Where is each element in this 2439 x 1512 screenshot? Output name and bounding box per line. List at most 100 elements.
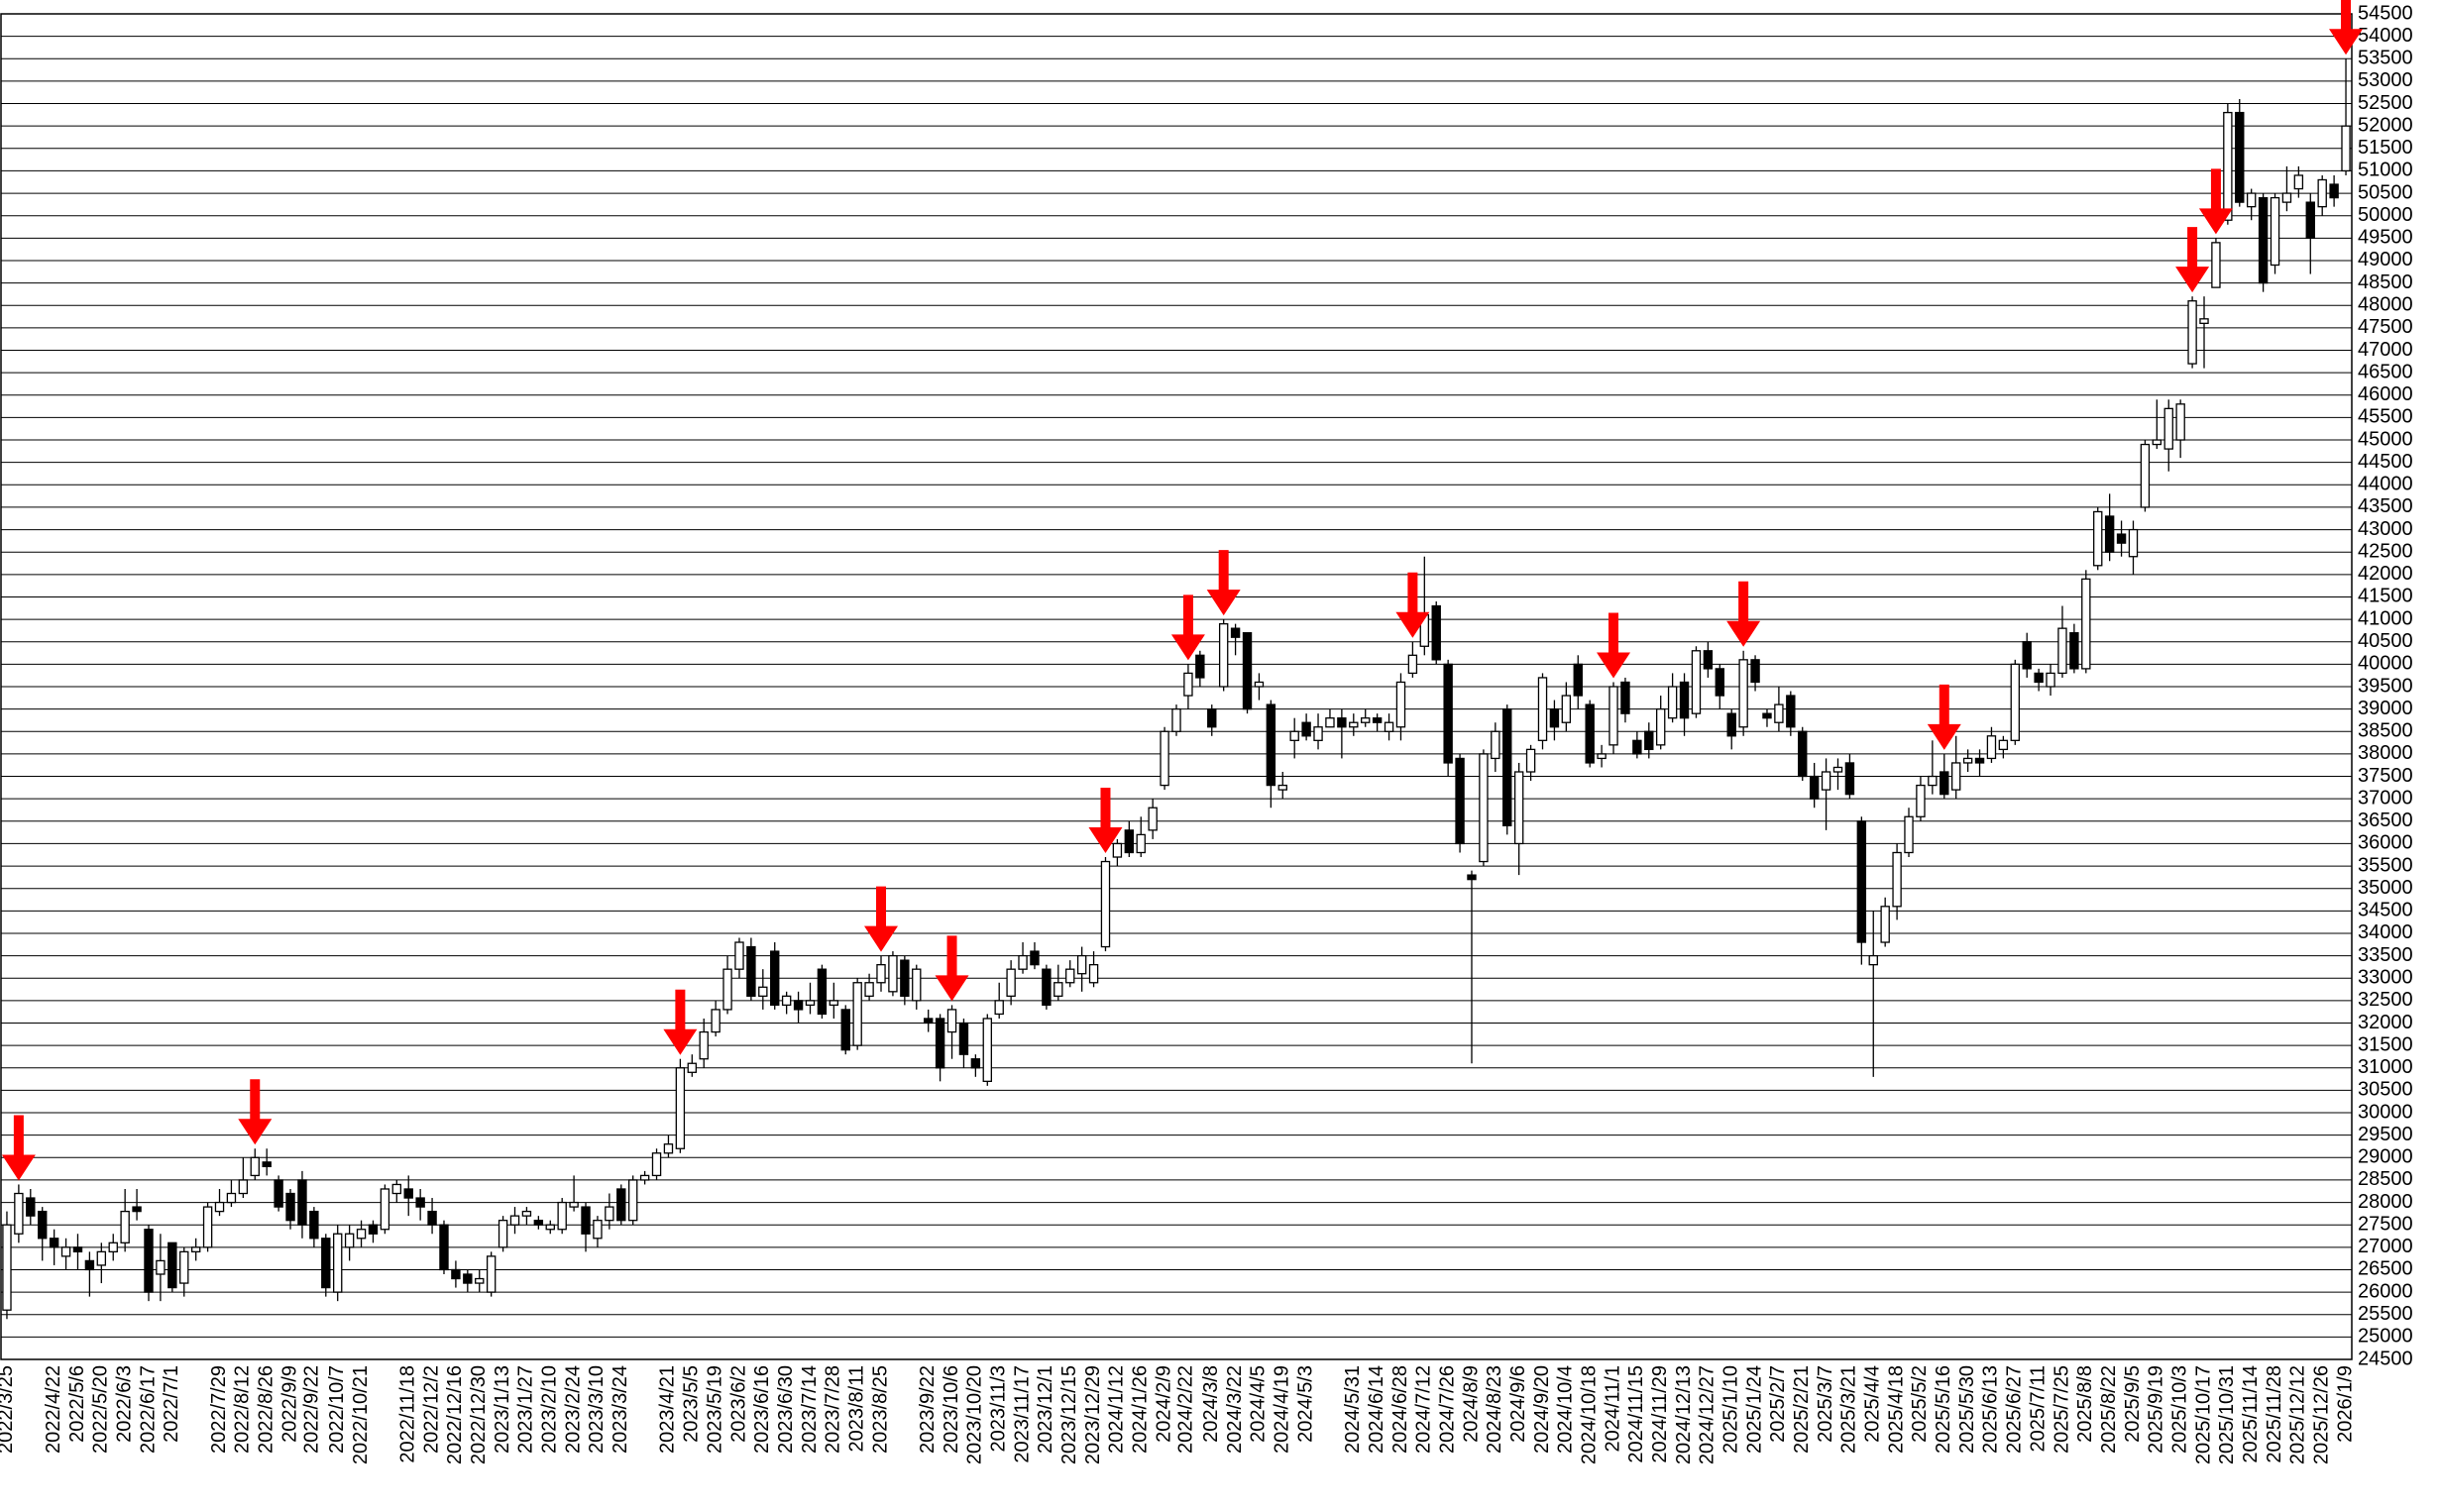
candle-body — [380, 1188, 390, 1231]
candle-body — [675, 1067, 686, 1149]
candle-body — [344, 1233, 355, 1248]
x-tick-label: 2022/4/22 — [43, 1365, 64, 1454]
x-tick-label: 2025/12/12 — [2287, 1365, 2309, 1464]
candle-body — [1786, 695, 1796, 728]
x-tick-label: 2025/2/7 — [1767, 1365, 1789, 1443]
candle-body — [1774, 703, 1784, 723]
candle-body — [1254, 681, 1265, 688]
candle-body — [1904, 815, 1914, 854]
signal-arrow — [1927, 684, 1961, 750]
y-tick-label: 39500 — [2358, 675, 2413, 697]
candle-body — [1148, 807, 1158, 831]
x-tick-label: 2023/5/19 — [704, 1365, 725, 1454]
candle-body — [274, 1179, 283, 1208]
candle-body — [49, 1238, 59, 1248]
candle-body — [1656, 707, 1666, 746]
x-tick-label: 2023/2/24 — [562, 1365, 584, 1454]
candle-body — [1513, 771, 1524, 845]
candle-body — [2140, 443, 2151, 508]
candle-body — [1537, 677, 1548, 741]
candle-body — [711, 1009, 721, 1033]
y-tick-label: 42000 — [2358, 563, 2413, 585]
x-tick-label: 2025/4/4 — [1862, 1365, 1884, 1443]
candle-body — [2022, 641, 2032, 670]
candle-body — [1218, 622, 1229, 688]
candle-body — [321, 1238, 331, 1289]
candle-body — [2116, 533, 2127, 544]
candle-body — [605, 1206, 614, 1222]
candle-body — [734, 941, 744, 970]
signal-arrow — [1726, 581, 1761, 647]
x-tick-label: 2024/12/27 — [1697, 1365, 1718, 1464]
candle-body — [1042, 968, 1052, 1007]
candle-body — [2081, 578, 2091, 670]
y-tick-label: 52500 — [2358, 92, 2413, 114]
candle-body — [132, 1206, 142, 1213]
x-tick-label: 2022/12/30 — [468, 1365, 490, 1464]
signal-arrow — [2175, 227, 2210, 293]
y-tick-label: 25000 — [2358, 1326, 2413, 1348]
y-tick-label: 36000 — [2358, 832, 2413, 854]
y-tick-label: 53000 — [2358, 69, 2413, 91]
x-tick-label: 2025/6/13 — [1980, 1365, 2002, 1454]
candle-body — [2034, 672, 2044, 684]
candle-body — [1242, 632, 1253, 710]
candle-body — [1620, 681, 1630, 714]
x-tick-label: 2023/10/6 — [941, 1365, 962, 1454]
candle-body — [214, 1201, 225, 1213]
candle-body — [1998, 739, 2009, 751]
x-tick-label: 2022/7/29 — [208, 1365, 230, 1454]
y-tick-label: 27000 — [2358, 1236, 2413, 1257]
candle-body — [179, 1250, 189, 1284]
candle-body — [1349, 721, 1359, 728]
y-tick-label: 41000 — [2358, 607, 2413, 629]
y-tick-label: 28500 — [2358, 1168, 2413, 1190]
x-tick-label: 2023/7/14 — [799, 1365, 821, 1454]
y-tick-label: 24500 — [2358, 1348, 2413, 1369]
y-tick-label: 35000 — [2358, 877, 2413, 899]
y-tick-label: 27500 — [2358, 1213, 2413, 1235]
candle-body — [2235, 111, 2245, 203]
y-tick-label: 40500 — [2358, 630, 2413, 652]
candle-body — [1502, 707, 1512, 826]
x-tick-label: 2022/9/9 — [278, 1365, 300, 1443]
candle-body — [2104, 515, 2115, 553]
candle-body — [391, 1183, 402, 1195]
candle-body — [923, 1018, 934, 1025]
candle-body — [1407, 654, 1418, 675]
signal-arrow — [864, 886, 899, 952]
x-tick-label: 2023/1/27 — [515, 1365, 537, 1454]
y-tick-label: 49500 — [2358, 227, 2413, 249]
candle-body — [663, 1143, 674, 1154]
candle-body — [1100, 860, 1111, 948]
x-tick-label: 2026/1/9 — [2334, 1365, 2356, 1443]
x-tick-label: 2025/7/11 — [2027, 1365, 2049, 1453]
candle-body — [1549, 707, 1560, 728]
candle-body — [2199, 318, 2209, 324]
y-tick-label: 51000 — [2358, 160, 2413, 181]
x-tick-label: 2023/11/3 — [987, 1365, 1009, 1453]
candle-body — [1632, 739, 1642, 755]
candle-body — [912, 968, 922, 1002]
x-tick-label: 2022/12/16 — [444, 1365, 466, 1464]
y-tick-label: 48500 — [2358, 271, 2413, 293]
x-tick-label: 2025/11/28 — [2264, 1365, 2285, 1463]
candle-body — [2211, 242, 2221, 288]
y-tick-label: 43000 — [2358, 518, 2413, 540]
candle-body — [1431, 604, 1441, 661]
x-tick-label: 2025/8/22 — [2098, 1365, 2120, 1454]
y-tick-label: 54000 — [2358, 25, 2413, 47]
candle-body — [521, 1210, 532, 1217]
x-tick-label: 2024/11/1 — [1602, 1365, 1623, 1453]
candle-body — [1832, 766, 1843, 773]
y-tick-label: 29500 — [2358, 1124, 2413, 1145]
x-tick-label: 2023/5/5 — [681, 1365, 703, 1443]
y-tick-label: 37500 — [2358, 765, 2413, 787]
candle-body — [639, 1174, 650, 1181]
candle-body — [1491, 730, 1500, 760]
candle-body — [1974, 757, 1985, 764]
x-tick-label: 2022/6/17 — [137, 1365, 159, 1454]
candle-body — [864, 982, 874, 997]
y-tick-label: 42500 — [2358, 540, 2413, 562]
